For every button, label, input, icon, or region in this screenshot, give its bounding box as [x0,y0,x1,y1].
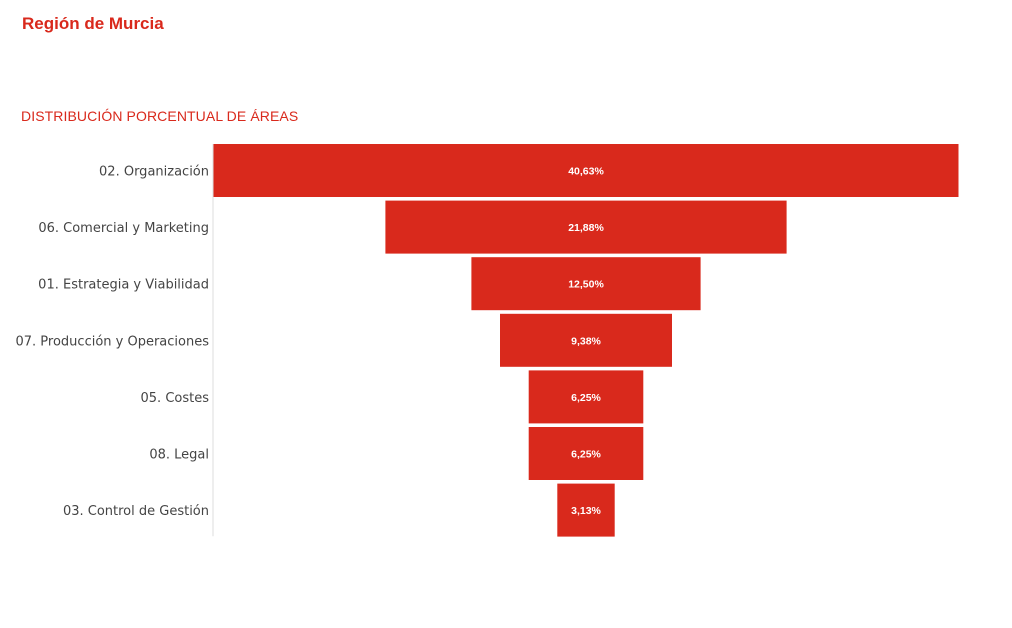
value-label-05-costes: 6,25% [571,392,601,404]
category-label-08-legal: 08. Legal [149,448,209,463]
category-label-07-produccion-y-operaciones: 07. Producción y Operaciones [16,334,210,349]
chart-title: DISTRIBUCIÓN PORCENTUAL DE ÁREAS [21,108,299,124]
category-label-03-control-de-gestion: 03. Control de Gestión [63,504,209,519]
value-label-02-organizacion: 40,63% [568,166,604,178]
funnel-bar-05-costes [528,370,644,424]
value-label-08-legal: 6,25% [571,449,601,461]
value-label-07-produccion-y-operaciones: 9,38% [571,335,601,347]
value-label-03-control-de-gestion: 3,13% [571,505,601,517]
funnel-bar-08-legal [528,427,644,480]
funnel-bar-02-organizacion [213,144,959,197]
funnel-bar-06-comercial-y-marketing [385,200,787,254]
category-label-02-organizacion: 02. Organización [99,165,209,180]
category-label-06-comercial-y-marketing: 06. Comercial y Marketing [38,221,209,236]
funnel-bar-07-produccion-y-operaciones [500,313,672,367]
category-label-01-estrategia-y-viabilidad: 01. Estrategia y Viabilidad [38,278,209,293]
funnel-bar-01-estrategia-y-viabilidad [471,257,701,311]
value-label-06-comercial-y-marketing: 21,88% [568,222,604,234]
funnel-bar-03-control-de-gestion [557,483,615,537]
value-label-01-estrategia-y-viabilidad: 12,50% [568,279,604,291]
region-title: Región de Murcia [22,14,164,33]
category-label-05-costes: 05. Costes [141,391,210,406]
